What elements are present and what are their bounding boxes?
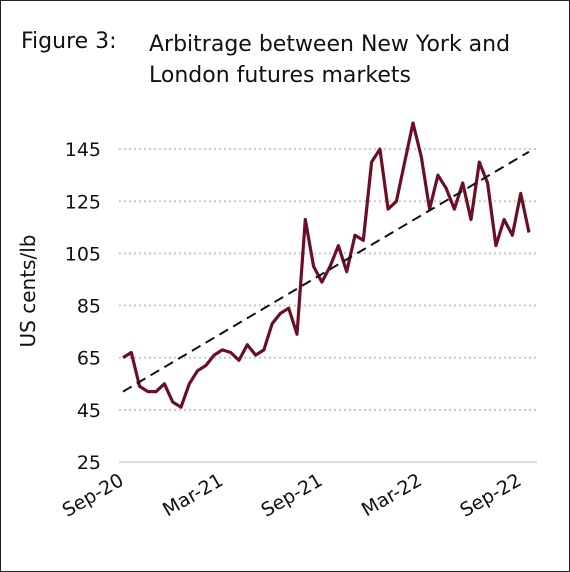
y-tick-label: 105 bbox=[65, 243, 101, 265]
x-tick-label: Mar-22 bbox=[358, 469, 426, 521]
y-tick-label: 25 bbox=[77, 452, 101, 474]
figure-label: Figure 3: bbox=[21, 29, 117, 54]
y-tick-label: 45 bbox=[77, 400, 101, 422]
y-axis-label: US cents/lb bbox=[16, 235, 40, 348]
y-tick-label: 85 bbox=[77, 296, 101, 318]
y-tick-label: 125 bbox=[65, 191, 101, 213]
x-tick-label: Mar-21 bbox=[159, 469, 227, 521]
chart-title: Arbitrage between New York and London fu… bbox=[149, 32, 511, 88]
x-tick-label: Sep-22 bbox=[456, 469, 525, 521]
data-line bbox=[122, 121, 531, 409]
trend-line bbox=[122, 150, 530, 393]
x-tick-label: Sep-20 bbox=[59, 469, 128, 521]
x-tick-label: Sep-21 bbox=[257, 469, 326, 521]
y-tick-label: 145 bbox=[65, 139, 101, 161]
y-tick-label: 65 bbox=[77, 348, 101, 370]
